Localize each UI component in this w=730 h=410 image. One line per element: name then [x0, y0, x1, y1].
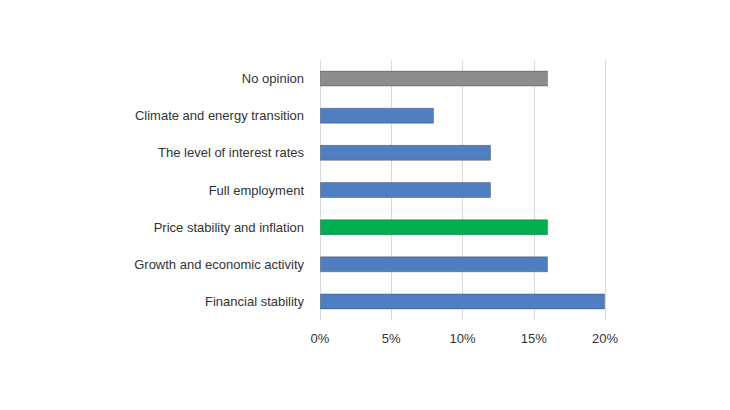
svg-text:The level of interest rates: The level of interest rates [158, 145, 304, 160]
svg-text:20%: 20% [592, 331, 618, 346]
svg-text:5%: 5% [382, 331, 401, 346]
svg-text:Climate and energy transition: Climate and energy transition [135, 108, 304, 123]
svg-text:Financial stability: Financial stability [205, 294, 304, 309]
svg-text:Full employment: Full employment [209, 183, 305, 198]
svg-text:Growth and economic activity: Growth and economic activity [134, 257, 304, 272]
svg-text:10%: 10% [449, 331, 475, 346]
svg-text:15%: 15% [521, 331, 547, 346]
svg-text:No opinion: No opinion [242, 71, 304, 86]
svg-text:Price stability and inflation: Price stability and inflation [154, 220, 304, 235]
svg-text:0%: 0% [311, 331, 330, 346]
